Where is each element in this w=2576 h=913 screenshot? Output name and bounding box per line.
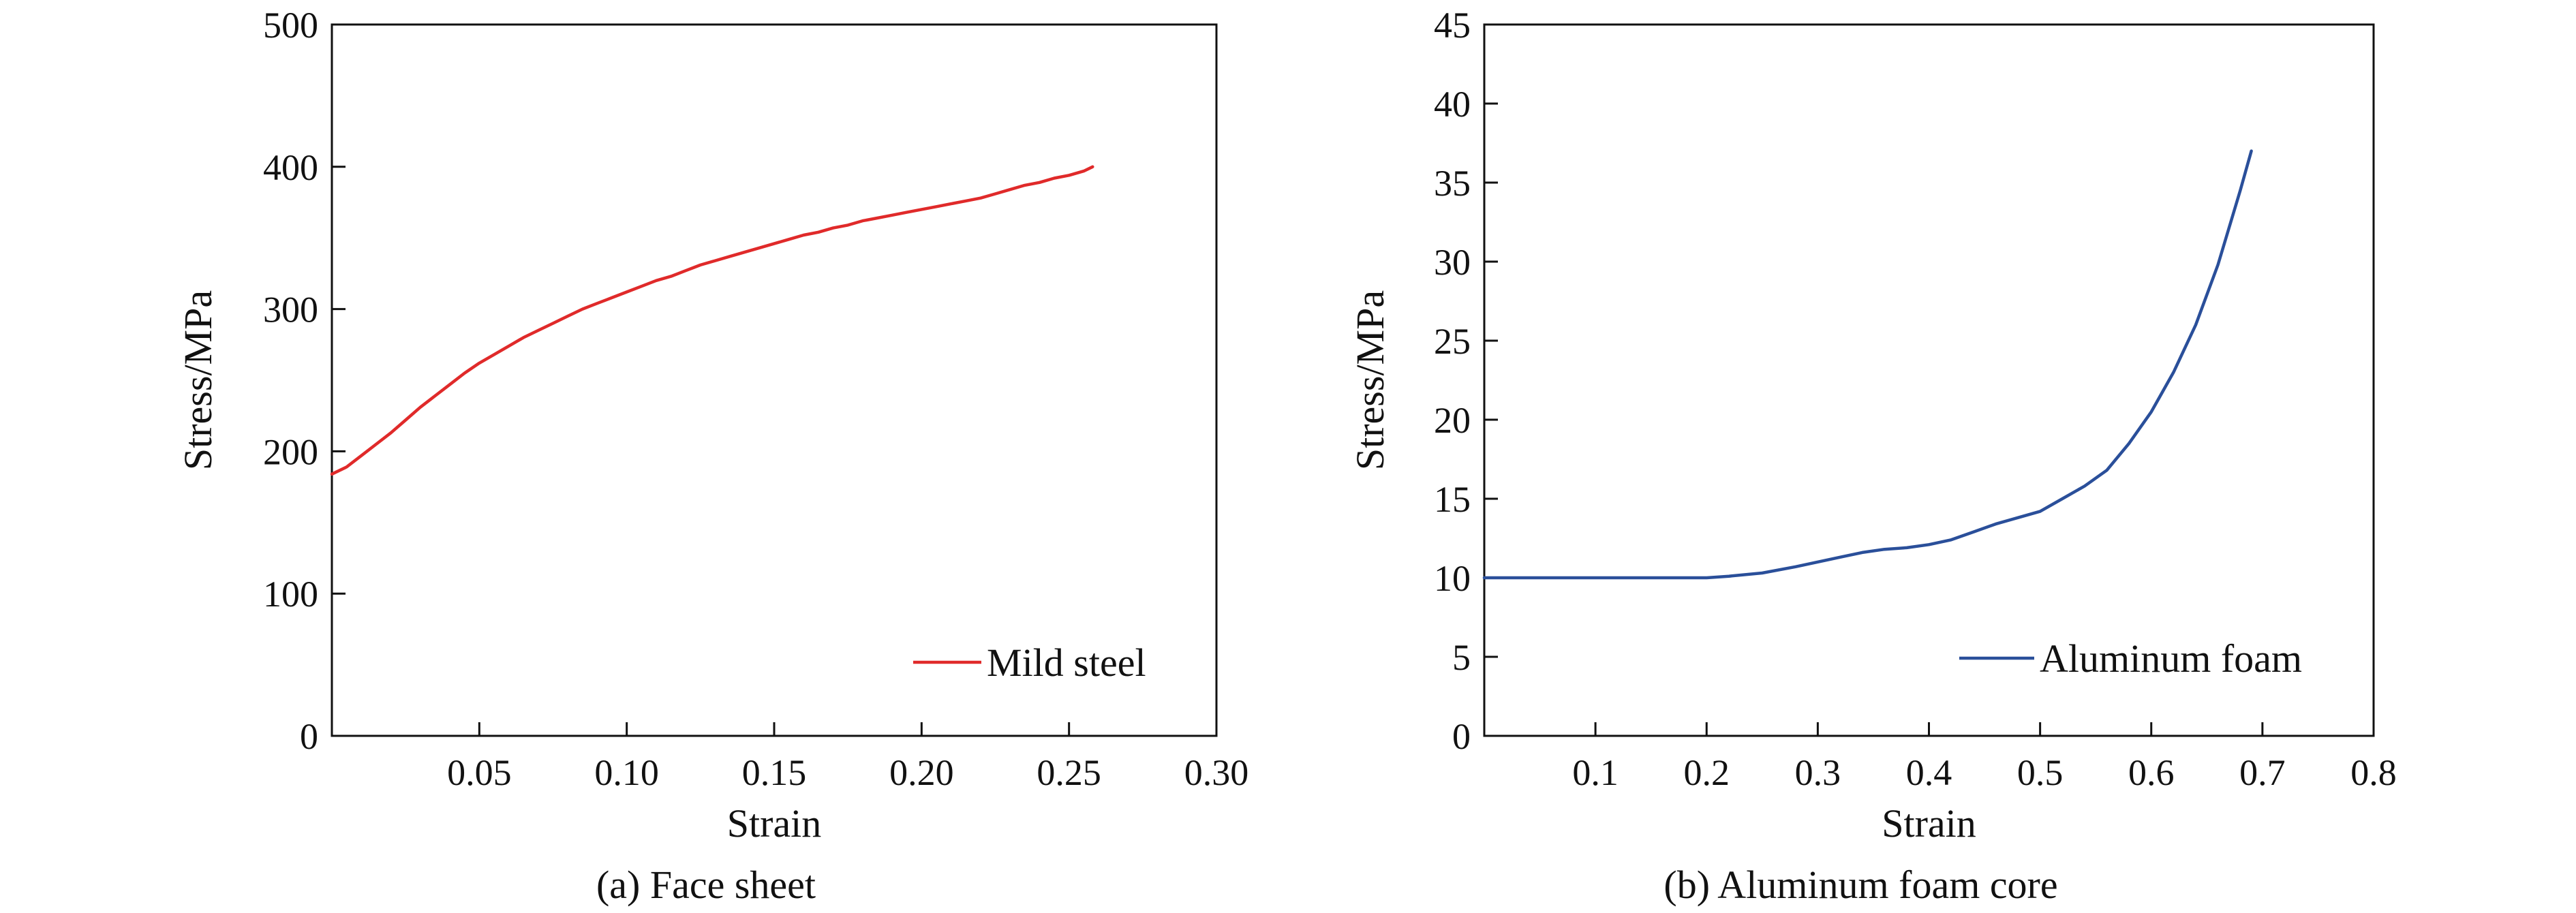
x-tick-label: 0.3 bbox=[1795, 752, 1841, 793]
x-tick-label: 0.2 bbox=[1684, 752, 1730, 793]
series-line-0 bbox=[330, 165, 1094, 476]
plot-frame bbox=[331, 23, 1218, 737]
figure-caption: (b) Aluminum foam core bbox=[1663, 863, 2057, 907]
y-tick-label: 35 bbox=[1434, 163, 1471, 204]
x-tick-label: 0.6 bbox=[2128, 752, 2175, 793]
chart-aluminum-foam-core: 0.1 0.2 0.3 0.4 0.5 0.6 0.7 0.8 0 5 10 15 20 25 30 35 40… bbox=[1348, 5, 2397, 907]
y-tick-label: 30 bbox=[1434, 242, 1471, 283]
x-tick-label: 0.5 bbox=[2017, 752, 2064, 793]
y-tick-label: 40 bbox=[1434, 84, 1471, 125]
x-tick-label: 0.15 bbox=[742, 752, 807, 793]
x-axis-title: Strain bbox=[727, 801, 822, 846]
y-axis-title: Stress/MPa bbox=[1348, 290, 1392, 470]
y-tick-label: 15 bbox=[1434, 479, 1471, 520]
x-tick-label: 0.1 bbox=[1572, 752, 1619, 793]
x-tick-label: 0.8 bbox=[2350, 752, 2397, 793]
x-tick-label: 0.10 bbox=[594, 752, 659, 793]
y-tick-label: 45 bbox=[1434, 5, 1471, 46]
y-tick-label: 20 bbox=[1434, 400, 1471, 441]
series-line-0 bbox=[1482, 149, 2253, 580]
y-tick-label: 100 bbox=[263, 574, 318, 615]
y-tick-label: 200 bbox=[263, 431, 318, 472]
legend-label: Mild steel bbox=[987, 640, 1146, 685]
y-tick-label: 0 bbox=[300, 716, 318, 757]
x-tick-label: 0.20 bbox=[889, 752, 954, 793]
x-tick-label: 0.25 bbox=[1037, 752, 1101, 793]
y-tick-label: 25 bbox=[1434, 321, 1471, 362]
y-tick-label: 5 bbox=[1452, 637, 1471, 678]
y-axis-title: Stress/MPa bbox=[176, 290, 220, 470]
x-tick-label: 0.30 bbox=[1184, 752, 1249, 793]
x-axis-title: Strain bbox=[1882, 801, 1976, 846]
y-tick-label: 400 bbox=[263, 147, 318, 188]
legend-label: Aluminum foam bbox=[2040, 636, 2302, 681]
y-tick-label: 300 bbox=[263, 290, 318, 330]
y-tick-label: 500 bbox=[263, 5, 318, 46]
y-tick-label: 0 bbox=[1452, 716, 1471, 757]
figure-caption: (a) Face sheet bbox=[596, 863, 816, 907]
x-tick-label: 0.05 bbox=[447, 752, 512, 793]
plot-frame bbox=[1483, 23, 2375, 737]
x-tick-label: 0.7 bbox=[2239, 752, 2286, 793]
x-tick-label: 0.4 bbox=[1906, 752, 1952, 793]
chart-face-sheet: 0.05 0.10 0.15 0.20 0.25 0.30 0 100 200 300 400 500… bbox=[176, 5, 1248, 907]
y-tick-label: 10 bbox=[1434, 558, 1471, 599]
